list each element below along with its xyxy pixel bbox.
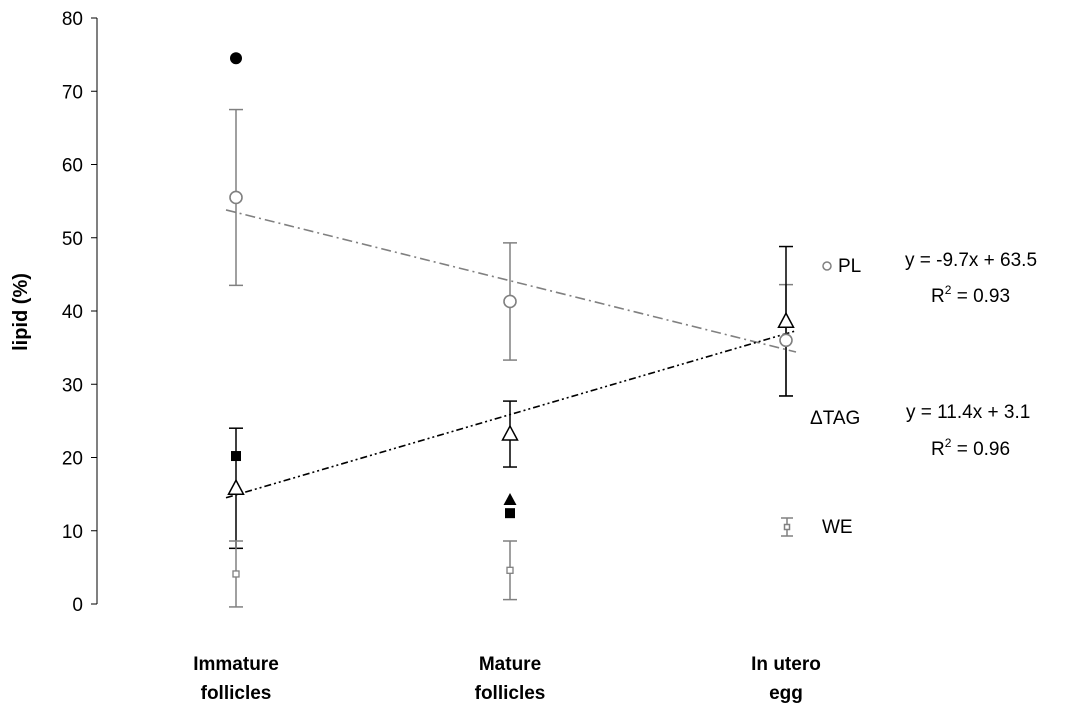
point-series4 xyxy=(505,508,515,519)
y-tick-label: 60 xyxy=(62,156,83,177)
point-series5 xyxy=(503,492,517,505)
pl-trend-r2: R2 = 0.93 xyxy=(931,283,1010,307)
legend-we-label: WE xyxy=(822,517,853,538)
tag-trend-equation: y = 11.4x + 3.1 xyxy=(906,402,1030,423)
x-category-label: follicles xyxy=(475,683,546,704)
tag-trend-r2: R2 = 0.96 xyxy=(931,436,1010,460)
y-axis-label: lipid (%) xyxy=(10,273,32,351)
point-we xyxy=(506,566,514,574)
annotations: lipid (%) PL y = -9.7x + 63.5 R2 = 0.93 … xyxy=(10,250,1037,538)
point-series4 xyxy=(231,451,241,462)
y-tick-label: 50 xyxy=(62,229,83,250)
data-markers xyxy=(227,52,795,578)
trendline-pl xyxy=(225,209,797,353)
point-pl xyxy=(779,333,793,348)
point-we xyxy=(232,570,240,578)
error-bars xyxy=(229,108,793,608)
x-category-label: follicles xyxy=(201,683,272,704)
point-tag xyxy=(227,478,245,496)
y-tick-label: 70 xyxy=(62,82,83,103)
y-tick-label: 30 xyxy=(62,375,83,396)
point-pl xyxy=(229,190,243,205)
x-category-label: In utero xyxy=(751,654,821,675)
x-category-label: Mature xyxy=(479,654,541,675)
trendlines xyxy=(225,209,797,499)
x-category-label: Immature xyxy=(193,654,279,675)
y-tick-label: 40 xyxy=(62,302,83,323)
point-tag xyxy=(777,311,795,329)
point-pl xyxy=(503,294,517,309)
trendline-tag xyxy=(225,330,797,499)
pl-trend-equation: y = -9.7x + 63.5 xyxy=(905,250,1037,271)
legend-we-marker xyxy=(781,517,793,537)
legend-pl-marker xyxy=(822,261,832,271)
y-tick-label: 80 xyxy=(62,9,83,30)
legend-pl-label: PL xyxy=(838,256,861,277)
axes: 0 10 20 30 40 50 60 70 80 Immature follicles Mature… xyxy=(62,9,821,704)
point-tag xyxy=(501,424,519,441)
point-series3 xyxy=(230,52,242,65)
x-category-label: egg xyxy=(769,683,803,704)
y-tick-label: 10 xyxy=(62,522,83,543)
y-tick-label: 0 xyxy=(72,595,83,616)
legend-tag-label: ΔTAG xyxy=(810,408,860,429)
y-tick-label: 20 xyxy=(62,449,83,470)
